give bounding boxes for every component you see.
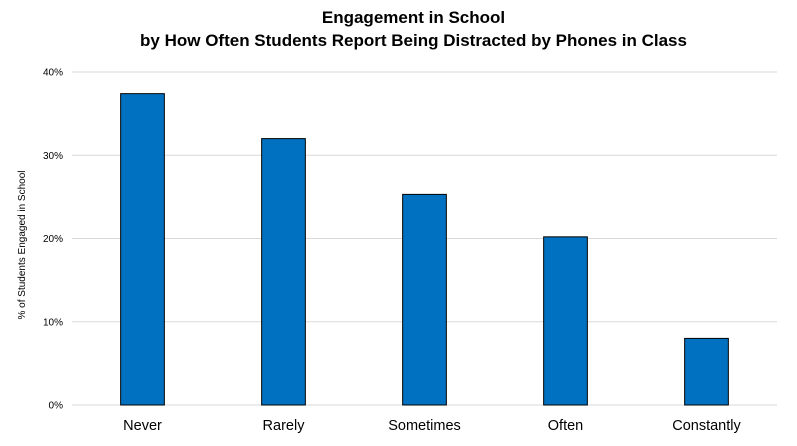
chart-title-line-1: Engagement in School	[321, 8, 506, 27]
bar-sometimes	[402, 193, 447, 406]
x-tick-label-never: Never	[123, 418, 162, 434]
y-tick-label: 0%	[49, 401, 64, 412]
bar-rarely	[261, 138, 306, 406]
x-tick-label-constantly: Constantly	[672, 418, 741, 434]
bars	[120, 93, 729, 406]
y-tick-label: 10%	[43, 317, 63, 328]
chart-title-line-2: by How Often Students Report Being Distr…	[140, 31, 687, 50]
bar-often	[543, 236, 588, 406]
y-tick-label: 30%	[43, 151, 63, 162]
chart-title: Engagement in School by How Often Studen…	[0, 6, 797, 52]
x-tick-label-sometimes: Sometimes	[388, 418, 461, 434]
x-tick-label-often: Often	[548, 418, 583, 434]
y-tick-label: 40%	[43, 68, 63, 79]
y-axis-title: % of Students Engaged in School	[17, 171, 28, 320]
bar-constantly	[684, 337, 729, 406]
y-tick-label: 20%	[43, 234, 63, 245]
y-axis-ticks: 0% 10% 20% 30% 40%	[43, 68, 63, 412]
x-tick-label-rarely: Rarely	[263, 418, 306, 434]
bar-never	[120, 93, 165, 406]
x-axis-labels: Never Rarely Sometimes Often Constantly	[123, 418, 741, 434]
